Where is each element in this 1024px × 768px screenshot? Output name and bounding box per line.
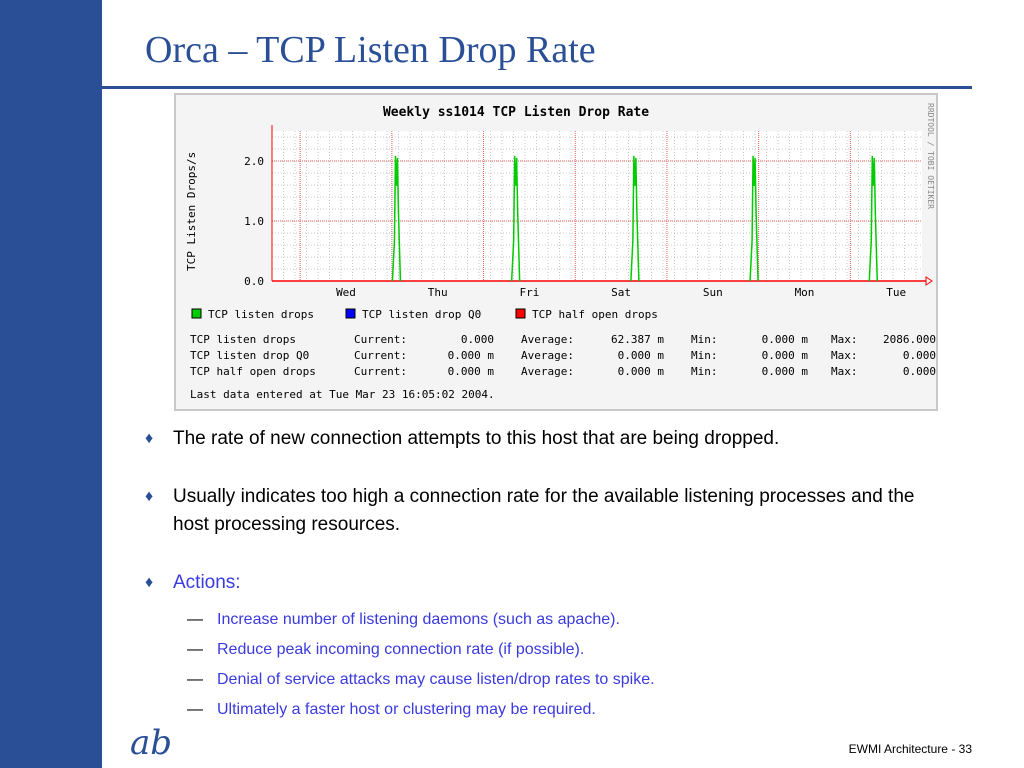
stats-cell: Max:: [831, 365, 858, 378]
series-spike-mark: [630, 155, 640, 282]
plot-area: [272, 131, 922, 281]
series-spike-mark: [391, 155, 402, 282]
chart-y-ticks: 0.0 1.0 2.0: [244, 155, 264, 288]
stats-cell: Max:: [831, 349, 858, 362]
stats-cell: Average:: [521, 349, 574, 362]
chart-side-label: RRDTOOL / TOBI OETIKER: [926, 103, 935, 209]
chart-stats-table: TCP listen drops Current: 0.000 Average: 62.…: [190, 333, 936, 378]
x-tick-label: Mon: [795, 286, 815, 299]
stats-cell: 0.000 m: [618, 365, 665, 378]
sub-bullet-text: Denial of service attacks may cause list…: [217, 671, 655, 688]
stats-cell: Average:: [521, 333, 574, 346]
sub-bullet-item: — Increase number of listening daemons (s…: [187, 605, 945, 635]
chart-x-ticks: Wed Thu Fri Sat Sun Mon Tue: [336, 286, 906, 299]
stats-cell: Average:: [521, 365, 574, 378]
stats-cell: Current:: [354, 333, 407, 346]
stats-cell: 0.000 m: [618, 349, 665, 362]
x-tick-label: Sat: [611, 286, 631, 299]
stats-cell: TCP listen drops: [190, 333, 296, 346]
bullet-text: Usually indicates too high a connection …: [173, 486, 915, 535]
ab-logo: ab: [130, 723, 173, 763]
stats-cell: 0.000 m: [448, 365, 495, 378]
series-spike-mark: [510, 155, 521, 282]
title-underline: [35, 86, 972, 89]
x-tick-label: Tue: [886, 286, 906, 299]
stats-cell: 62.387 m: [611, 333, 664, 346]
chart-series-lines: [391, 155, 879, 282]
rrd-chart-panel: Weekly ss1014 TCP Listen Drop Rate RRDTO…: [174, 93, 938, 411]
legend-label: TCP listen drops: [208, 308, 314, 321]
sub-bullet-item: — Reduce peak incoming connection rate (i…: [187, 635, 945, 665]
bullet-text: The rate of new connection attempts to t…: [173, 428, 780, 449]
stats-cell: Current:: [354, 365, 407, 378]
dash-bullet-icon: —: [187, 641, 203, 658]
x-tick-label: Wed: [336, 286, 356, 299]
legend-label: TCP half open drops: [532, 308, 658, 321]
series-spike-mark: [749, 155, 759, 282]
bullet-text: Actions:: [173, 572, 241, 593]
x-tick-label: Thu: [428, 286, 448, 299]
x-tick-label: Sun: [703, 286, 723, 299]
stats-cell: Current:: [354, 349, 407, 362]
y-tick-label: 1.0: [244, 215, 264, 228]
bullet-item: ♦ The rate of new connection attempts to…: [145, 425, 945, 453]
diamond-bullet-icon: ♦: [145, 488, 154, 505]
legend-swatch: [345, 308, 356, 319]
legend-swatch: [515, 308, 526, 319]
stats-cell: 0.000 m: [762, 365, 809, 378]
sub-bullet-list: — Increase number of listening daemons (s…: [145, 605, 945, 725]
stats-cell: Min:: [691, 333, 718, 346]
bullet-item: ♦ Usually indicates too high a connectio…: [145, 483, 945, 539]
rrd-chart: Weekly ss1014 TCP Listen Drop Rate RRDTO…: [185, 103, 936, 401]
stats-cell: 0.000: [461, 333, 494, 346]
sub-bullet-text: Increase number of listening daemons (su…: [217, 611, 620, 628]
diamond-bullet-icon: ♦: [145, 430, 154, 447]
sub-bullet-text: Ultimately a faster host or clustering m…: [217, 701, 596, 718]
stats-cell: 0.000 m: [448, 349, 495, 362]
y-tick-label: 0.0: [244, 275, 264, 288]
diamond-bullet-icon: ♦: [145, 574, 154, 591]
chart-title: Weekly ss1014 TCP Listen Drop Rate: [383, 105, 649, 120]
bullet-list: ♦ The rate of new connection attempts to…: [145, 425, 945, 725]
stats-cell: 0.000 m: [762, 349, 809, 362]
stats-cell: Min:: [691, 365, 718, 378]
legend-swatch: [191, 308, 202, 319]
bullet-item: ♦ Actions:: [145, 569, 945, 597]
dash-bullet-icon: —: [187, 671, 203, 688]
legend-label: TCP listen drop Q0: [362, 308, 481, 321]
x-tick-label: Fri: [519, 286, 539, 299]
stats-cell: 0.000: [903, 365, 936, 378]
chart-y-axis-label: TCP Listen Drops/s: [185, 152, 198, 271]
stats-cell: Max:: [831, 333, 858, 346]
dash-bullet-icon: —: [187, 701, 203, 718]
stats-cell: TCP half open drops: [190, 365, 316, 378]
stats-cell: 2086.000: [883, 333, 936, 346]
chart-legend: TCP listen drops TCP listen drop Q0 TCP ha…: [191, 308, 658, 321]
stats-cell: 0.000: [903, 349, 936, 362]
stats-cell: TCP listen drop Q0: [190, 349, 309, 362]
stats-cell: 0.000 m: [762, 333, 809, 346]
chart-last-update: Last data entered at Tue Mar 23 16:05:02…: [190, 388, 495, 401]
left-sidebar-band: [0, 0, 102, 768]
slide-footer: EWMI Architecture - 33: [848, 742, 972, 756]
dash-bullet-icon: —: [187, 611, 203, 628]
sub-bullet-text: Reduce peak incoming connection rate (if…: [217, 641, 585, 658]
sub-bullet-item: — Denial of service attacks may cause lis…: [187, 665, 945, 695]
series-spike-mark: [868, 155, 879, 282]
y-tick-label: 2.0: [244, 155, 264, 168]
x-axis-arrow: [925, 276, 933, 286]
stats-cell: Min:: [691, 349, 718, 362]
sub-bullet-item: — Ultimately a faster host or clustering …: [187, 695, 945, 725]
slide-title: Orca – TCP Listen Drop Rate: [145, 29, 596, 71]
chart-grid: [271, 125, 933, 286]
